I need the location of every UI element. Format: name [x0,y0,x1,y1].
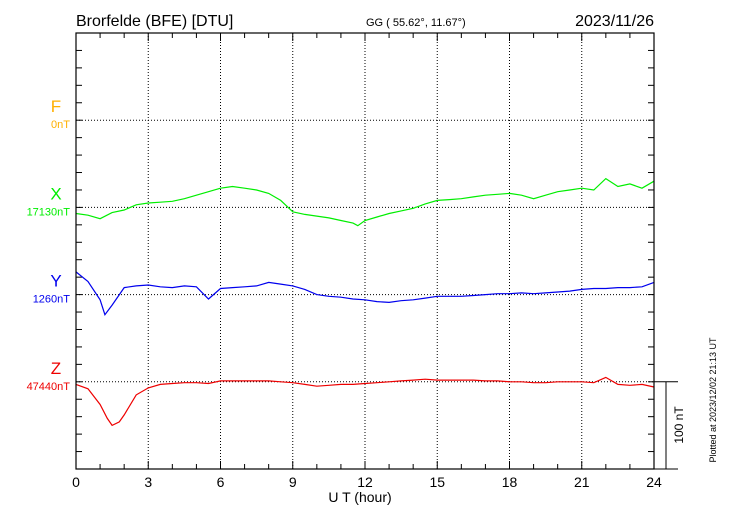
plot-frame [75,32,655,470]
x-tick-label: 0 [72,474,80,490]
x-tick-label: 3 [144,474,152,490]
scale-bar-label: 100 nT [672,406,686,444]
series-baseline-label-f: 0nT [51,119,70,131]
series-baseline-label-x: 17130nT [27,206,71,218]
x-tick-label: 24 [646,474,662,490]
series-line-y [75,271,655,316]
series-name-f: F [51,97,61,116]
series-line-z [75,376,655,427]
series-baseline-label-y: 1260nT [33,294,71,306]
series-baseline-label-z: 47440nT [27,381,71,393]
coordinates: GG ( 55.62°, 11.67°) [366,17,466,29]
x-tick-label: 15 [429,474,445,490]
x-tick-label: 6 [217,474,225,490]
station-title: Brorfelde (BFE) [DTU] [76,13,233,30]
x-tick-label: 12 [357,474,373,490]
series-name-z: Z [51,359,61,378]
series-line-x [75,177,655,227]
x-axis-label: U T (hour) [328,489,391,505]
series-name-y: Y [50,272,61,291]
x-tick-label: 18 [502,474,518,490]
x-tick-label: 9 [289,474,297,490]
plotted-note: Plotted at 2023/12/02 21:13 UT [708,337,718,463]
series-name-x: X [50,184,61,203]
date: 2023/11/26 [575,13,654,30]
x-tick-label: 21 [574,474,590,490]
